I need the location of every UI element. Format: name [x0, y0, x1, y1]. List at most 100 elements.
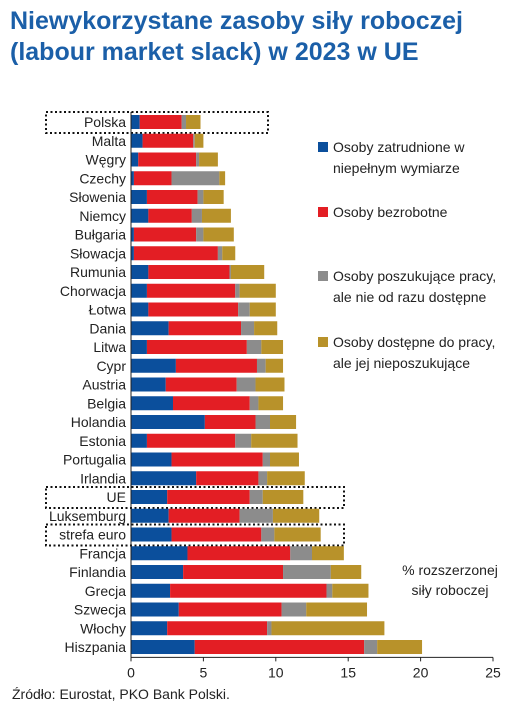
category-label-portugalia: Portugalia [63, 452, 126, 468]
chart-title: Niewykorzystane zasoby siły roboczej (la… [10, 6, 525, 68]
bar-litwa-series-2 [146, 340, 247, 354]
bar-slowenia-series-3 [197, 190, 204, 204]
bar-bulgaria-series-4 [203, 227, 234, 242]
bar-irlandia-series-2 [196, 471, 259, 486]
bar-lotwa-series-3 [238, 302, 250, 317]
bar-niemcy-series-1 [131, 208, 149, 223]
bar-cypr-series-4 [265, 358, 284, 373]
bar-polska-series-4 [186, 115, 201, 129]
x-tick-label-0: 0 [127, 664, 135, 680]
bar-ue-series-2 [167, 490, 250, 504]
x-tick-label-25: 25 [485, 664, 501, 680]
bar-lotwa-series-2 [148, 302, 239, 317]
category-label-irlandia: Irlandia [80, 470, 126, 486]
bar-finlandia-series-3 [283, 565, 331, 579]
bar-belgia-series-3 [249, 396, 259, 411]
bar-hiszpania-series-1 [131, 640, 195, 654]
x-tick-label-20: 20 [413, 664, 429, 680]
bar-chorwacja-series-3 [235, 283, 240, 298]
bar-luksemburg-series-1 [131, 508, 169, 523]
bar-litwa-series-4 [261, 340, 284, 354]
bar-portugalia-series-1 [131, 452, 172, 467]
bar-dania-series-4 [254, 321, 278, 336]
bar-wlochy-series-4 [271, 621, 385, 636]
bar-rumunia-series-4 [230, 265, 265, 279]
legend-swatch-1 [318, 142, 328, 152]
bar-estonia-series-4 [251, 433, 298, 448]
category-label-estonia: Estonia [79, 433, 126, 449]
bar-estonia-series-2 [146, 433, 236, 448]
bar-austria-series-1 [131, 377, 166, 392]
bar-chorwacja-series-2 [146, 283, 236, 298]
bar-polska-series-2 [139, 115, 182, 129]
legend-label-2: Osoby bezrobotne [333, 204, 448, 220]
category-label-ue: UE [107, 489, 126, 505]
legend-swatch-4 [318, 337, 328, 347]
category-label-dania: Dania [89, 320, 126, 336]
bar-ue-series-1 [131, 490, 168, 504]
bar-szwecja-series-4 [306, 602, 368, 617]
bar-strefa-euro-series-2 [171, 527, 262, 542]
bar-wegry-series-2 [138, 152, 197, 167]
bar-austria-series-4 [255, 377, 285, 392]
bar-slowenia-series-4 [203, 190, 224, 204]
category-label-austria: Austria [82, 377, 126, 393]
bar-hiszpania-series-4 [377, 640, 423, 654]
x-axis-unit-note: % rozszerzonej siły roboczej [402, 562, 498, 598]
bar-niemcy-series-3 [191, 208, 202, 223]
category-label-grecja: Grecja [85, 583, 126, 599]
bar-grecja-series-1 [131, 583, 171, 598]
bar-dania-series-2 [168, 321, 242, 336]
highlight-box-strefa-euro [45, 523, 345, 547]
legend-label-1: Osoby zatrudnione w niepełnym wymiarze [333, 139, 465, 176]
bar-francja-series-2 [187, 546, 291, 561]
bar-luksemburg-series-3 [239, 508, 273, 523]
bar-holandia-series-2 [204, 415, 256, 429]
bar-austria-series-2 [165, 377, 237, 392]
bar-cypr-series-2 [175, 358, 257, 373]
bar-holandia-series-1 [131, 415, 205, 429]
bar-grecja-series-3 [326, 583, 333, 598]
bar-lotwa-series-1 [131, 302, 149, 317]
bar-slowacja-series-2 [133, 246, 218, 261]
category-label-litwa: Litwa [93, 339, 126, 355]
highlight-box-ue [45, 486, 345, 509]
bar-irlandia-series-4 [267, 471, 305, 486]
bar-luksemburg-series-4 [272, 508, 320, 523]
bar-estonia-series-3 [235, 433, 252, 448]
bar-rumunia-series-2 [148, 265, 230, 279]
category-label-polska: Polska [84, 114, 126, 130]
category-label-finlandia: Finlandia [69, 564, 126, 580]
bar-szwecja-series-3 [281, 602, 307, 617]
bar-slowenia-series-1 [131, 190, 147, 204]
category-label-cypr: Cypr [96, 358, 126, 374]
title-line-1: Niewykorzystane zasoby siły roboczej [10, 7, 463, 35]
bar-belgia-series-1 [131, 396, 173, 411]
x-tick-label-5: 5 [200, 664, 208, 680]
bar-holandia-series-4 [270, 415, 297, 429]
bar-portugalia-series-3 [262, 452, 271, 467]
bar-hiszpania-series-3 [364, 640, 378, 654]
bar-chorwacja-series-1 [131, 283, 147, 298]
category-label-niemcy: Niemcy [79, 208, 126, 224]
category-label-bulgaria: Bułgaria [75, 227, 127, 243]
bar-czechy-series-2 [133, 171, 172, 186]
bar-finlandia-series-2 [183, 565, 284, 579]
bar-irlandia-series-1 [131, 471, 197, 486]
bar-belgia-series-2 [172, 396, 250, 411]
bar-dania-series-3 [241, 321, 255, 336]
bar-czechy-series-4 [219, 171, 226, 186]
bar-bulgaria-series-3 [196, 227, 204, 242]
category-label-wlochy: Włochy [80, 620, 126, 636]
bar-polska-series-3 [181, 115, 187, 129]
category-label-rumunia: Rumunia [70, 264, 126, 280]
category-label-slowacja: Słowacja [70, 245, 126, 261]
bar-finlandia-series-4 [330, 565, 362, 579]
bar-malta-series-1 [131, 133, 143, 148]
bar-wegry-series-4 [199, 152, 218, 167]
bar-malta-series-4 [194, 133, 204, 148]
x-tick-label-15: 15 [340, 664, 356, 680]
bar-rumunia-series-3 [229, 265, 231, 279]
bar-wegry-series-3 [196, 152, 200, 167]
